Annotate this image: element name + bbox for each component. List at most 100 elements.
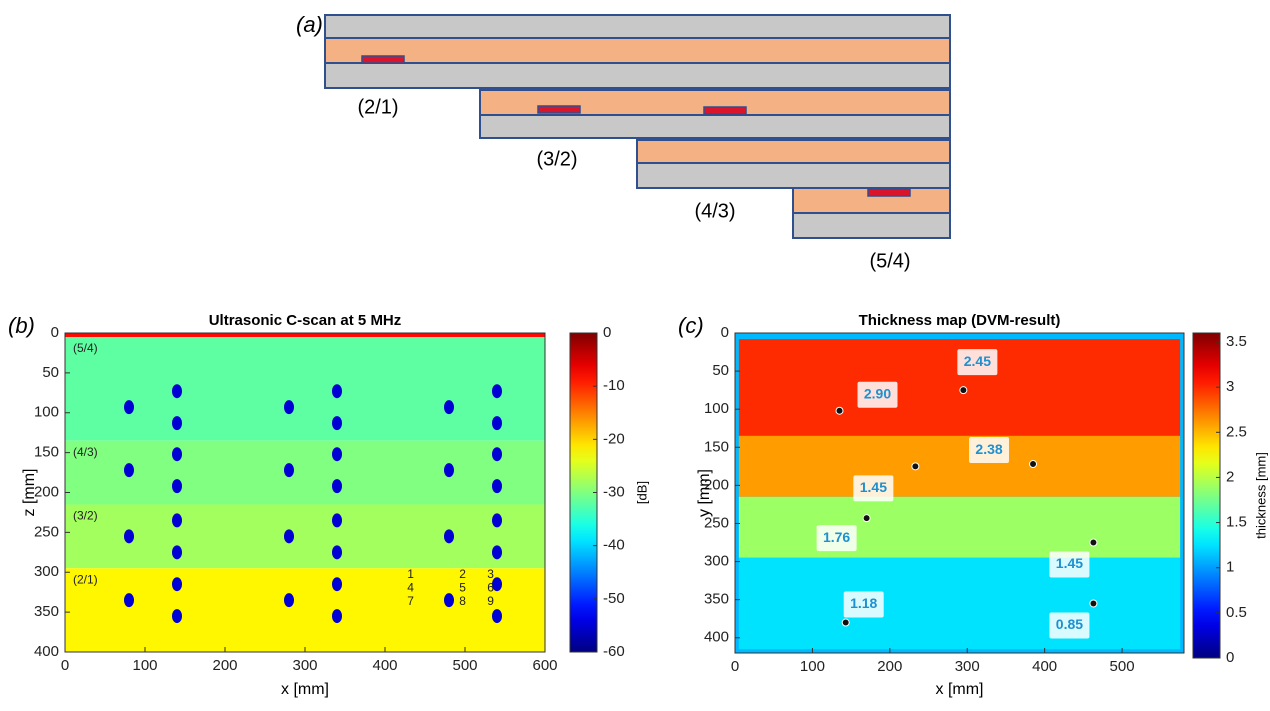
y-tick-label: 300	[704, 553, 729, 570]
heat-band	[65, 504, 545, 568]
spot	[332, 513, 342, 527]
spot	[284, 593, 294, 607]
colorbar-tick-label: -30	[603, 483, 625, 500]
chart-title: Thickness map (DVM-result)	[859, 312, 1061, 329]
colorbar-tick-label: 0	[1226, 649, 1234, 666]
x-tick-label: 0	[61, 657, 69, 674]
value-label: 0.85	[1056, 616, 1083, 632]
y-tick-label: 100	[704, 400, 729, 417]
value-label: 2.38	[975, 441, 1002, 457]
annotation: 8	[459, 594, 466, 608]
spot	[172, 577, 182, 591]
band-label: (3/2)	[73, 509, 98, 523]
annotation: 9	[487, 594, 494, 608]
colorbar-label: [dB]	[634, 481, 649, 504]
step-label: (4/3)	[694, 200, 735, 222]
band-label: (4/3)	[73, 445, 98, 459]
value-label: 2.45	[964, 353, 991, 369]
colorbar	[570, 333, 597, 652]
spot	[444, 400, 454, 414]
colorbar-tick-label: -50	[603, 590, 625, 607]
x-tick-label: 300	[292, 657, 317, 674]
y-tick-label: 250	[34, 523, 59, 540]
x-tick-label: 0	[731, 658, 739, 675]
colorbar-tick-label: 2.5	[1226, 423, 1247, 440]
spot	[172, 447, 182, 461]
layer	[325, 15, 950, 38]
chart-title: Ultrasonic C-scan at 5 MHz	[209, 312, 402, 329]
x-tick-label: 500	[452, 657, 477, 674]
diagram: (a) (2/1) (3/2) (4/3) (5/4)	[296, 12, 950, 272]
colorbar-tick-label: 3.5	[1226, 333, 1247, 350]
x-tick-label: 300	[955, 658, 980, 675]
heat-band	[739, 436, 1180, 497]
x-tick-label: 100	[132, 657, 157, 674]
spot	[172, 384, 182, 398]
spot	[444, 593, 454, 607]
spot	[332, 416, 342, 430]
colorbar-tick-label: -60	[603, 643, 625, 660]
value-label: 1.18	[850, 595, 877, 611]
spot	[284, 400, 294, 414]
colorbar-tick-label: 0	[603, 324, 611, 341]
value-label: 1.45	[1056, 555, 1083, 571]
spot	[492, 447, 502, 461]
point	[960, 387, 967, 394]
x-tick-label: 200	[877, 658, 902, 675]
spot	[332, 447, 342, 461]
defect	[704, 107, 746, 114]
annotation: 4	[407, 580, 414, 594]
y-tick-label: 350	[704, 591, 729, 608]
y-tick-label: 0	[721, 324, 729, 341]
spot	[172, 513, 182, 527]
spot	[172, 479, 182, 493]
panel-label: (b)	[8, 313, 35, 338]
spot	[492, 513, 502, 527]
x-tick-label: 500	[1110, 658, 1135, 675]
point	[836, 407, 843, 414]
step-label: (3/2)	[536, 148, 577, 170]
annotation: 7	[407, 594, 414, 608]
defect	[538, 106, 580, 113]
y-tick-label: 150	[704, 438, 729, 455]
spot	[124, 463, 134, 477]
annotation: 3	[487, 567, 494, 581]
y-tick-label: 150	[34, 444, 59, 461]
spot	[124, 400, 134, 414]
point	[1090, 539, 1097, 546]
plot-area	[735, 333, 1184, 653]
spot	[444, 529, 454, 543]
spot	[332, 384, 342, 398]
layer	[793, 213, 950, 238]
heat-band	[739, 497, 1180, 558]
spot	[332, 577, 342, 591]
annotation: 6	[487, 580, 494, 594]
spot	[332, 479, 342, 493]
spot	[332, 609, 342, 623]
y-axis-label: y [mm]	[696, 469, 713, 517]
y-tick-label: 400	[34, 643, 59, 660]
y-tick-label: 100	[34, 404, 59, 421]
spot	[332, 545, 342, 559]
colorbar-tick-label: -40	[603, 537, 625, 554]
band-label: (5/4)	[73, 341, 98, 355]
spot	[492, 545, 502, 559]
annotation: 1	[407, 567, 414, 581]
band-label: (2/1)	[73, 572, 98, 586]
spot	[492, 416, 502, 430]
annotation: 5	[459, 580, 466, 594]
colorbar-tick-label: 0.5	[1226, 604, 1247, 621]
spot	[444, 463, 454, 477]
x-axis-label: x [mm]	[281, 681, 329, 698]
heat-band	[65, 441, 545, 505]
heat-band	[65, 337, 545, 441]
point	[863, 515, 870, 522]
panel-label: (a)	[296, 12, 323, 37]
colorbar	[1193, 333, 1220, 658]
layer	[325, 63, 950, 88]
defect	[868, 189, 910, 196]
point	[1030, 461, 1037, 468]
layer	[637, 163, 950, 188]
y-tick-label: 0	[51, 324, 59, 341]
x-tick-label: 100	[800, 658, 825, 675]
